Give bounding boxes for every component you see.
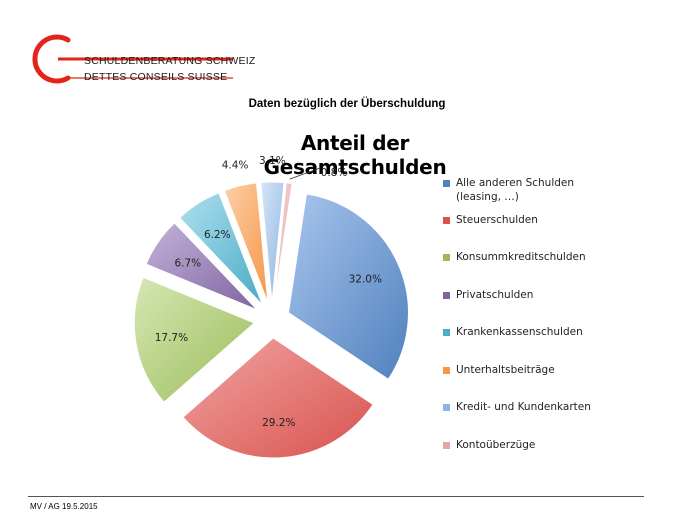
- slice-label: 32.0%: [349, 274, 382, 286]
- footer-text: MV / AG 19.5.2015: [30, 502, 98, 511]
- logo: [32, 34, 233, 84]
- legend-swatch: [443, 329, 450, 336]
- slice-label: 0.8%: [321, 167, 348, 179]
- slice-label: 3.1%: [259, 155, 286, 167]
- legend-label: Kontoüberzüge: [456, 439, 536, 451]
- pie-slice: [287, 193, 409, 380]
- pie-labels: 32.0% 29.2% 17.7% 6.7% 6.2% 4.4% 3.1% 0.8%: [155, 155, 382, 429]
- pie-slice: [178, 192, 263, 306]
- legend-item: Unterhaltsbeiträge: [443, 363, 596, 377]
- legend-swatch: [443, 292, 450, 299]
- slice-label: 17.7%: [155, 332, 188, 344]
- org-name-de: SCHULDENBERATUNG SCHWEIZ: [84, 55, 256, 67]
- page-subtitle: Daten bezüglich der Überschuldung: [248, 98, 446, 110]
- pie-slices: [133, 181, 409, 459]
- pie-slice: [145, 222, 258, 311]
- legend-item: Kredit- und Kundenkarten: [443, 400, 596, 414]
- legend-label: Konsummkreditschulden: [456, 251, 586, 263]
- legend-item: Konsummkreditschulden: [443, 250, 596, 264]
- legend-label: Kredit- und Kundenkarten: [456, 401, 591, 413]
- legend-item: Steuerschulden: [443, 213, 596, 227]
- legend-item: Krankenkassenschulden: [443, 325, 596, 339]
- slice-leader-line: [289, 167, 321, 180]
- legend-label: Alle anderen Schulden (leasing, …): [456, 177, 575, 203]
- legend-label: Unterhaltsbeiträge: [456, 364, 555, 376]
- pie-slice: [223, 182, 269, 303]
- logo-ring: [32, 34, 71, 84]
- pie-slice: [182, 337, 374, 459]
- legend-item: Alle anderen Schulden (leasing, …): [443, 176, 596, 204]
- slice-label: 6.7%: [174, 257, 201, 269]
- legend-swatch: [443, 217, 450, 224]
- legend-item: Privatschulden: [443, 288, 596, 302]
- slice-label: 29.2%: [262, 417, 295, 429]
- legend-swatch: [443, 254, 450, 261]
- legend-swatch: [443, 442, 450, 449]
- org-name-fr: DETTES CONSEILS SUISSE: [84, 71, 228, 83]
- slice-label: 6.2%: [204, 229, 231, 241]
- chart-title: Anteil der Gesamtschulden: [263, 131, 447, 179]
- pie-slice: [260, 181, 285, 303]
- legend-item: Kontoüberzüge: [443, 438, 596, 452]
- slice-label: 4.4%: [222, 159, 249, 171]
- legend-swatch: [443, 180, 450, 187]
- legend-swatch: [443, 404, 450, 411]
- pie-slice: [273, 182, 293, 303]
- legend-swatch: [443, 367, 450, 374]
- pie-slice: [133, 276, 256, 403]
- legend-label: Krankenkassenschulden: [456, 326, 583, 338]
- legend-label: Privatschulden: [456, 289, 534, 301]
- legend-label: Steuerschulden: [456, 214, 538, 226]
- footer-divider: [28, 496, 644, 497]
